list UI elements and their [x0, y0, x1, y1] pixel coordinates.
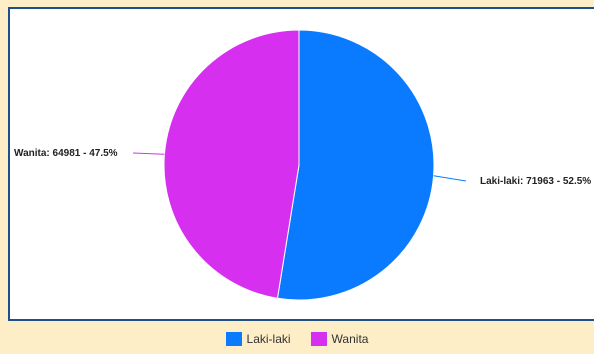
legend-swatch-wanita: [310, 332, 327, 346]
legend-item-wanita[interactable]: Wanita: [310, 332, 369, 346]
pie-slice-laki-laki[interactable]: [276, 29, 435, 301]
legend-swatch-laki-laki: [225, 332, 242, 346]
chart-legend: Laki-laki Wanita: [0, 332, 594, 346]
slice-label-wanita: Wanita: 64981 - 47.5%: [14, 148, 118, 159]
legend-label-laki-laki: Laki-laki: [246, 332, 291, 346]
legend-item-laki-laki[interactable]: Laki-laki: [225, 332, 291, 346]
leader-line-wanita: [132, 152, 165, 155]
pie-chart: Laki-laki: 71963 - 52.5% Wanita: 64981 - …: [14, 29, 591, 301]
slice-label-laki-laki: Laki-laki: 71963 - 52.5%: [480, 176, 591, 187]
pie-slice-wanita[interactable]: [163, 29, 300, 299]
legend-label-wanita: Wanita: [331, 332, 369, 346]
leader-line-laki-laki: [433, 175, 467, 182]
